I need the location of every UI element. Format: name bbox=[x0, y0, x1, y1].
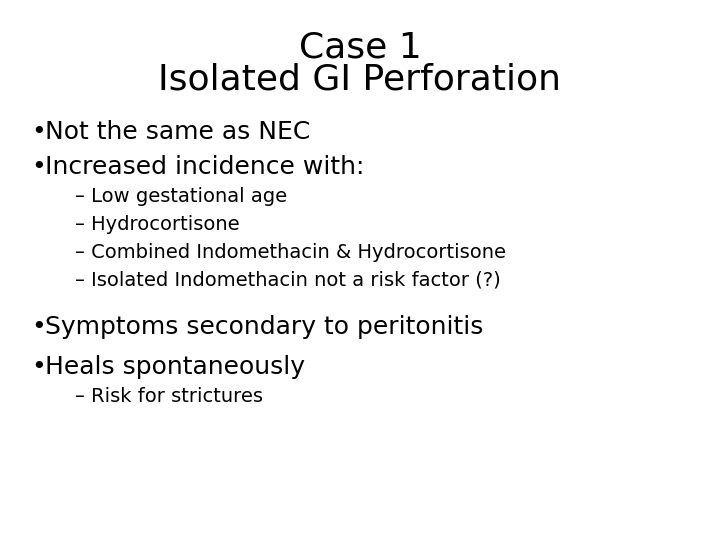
Text: – Low gestational age: – Low gestational age bbox=[75, 187, 287, 206]
Text: Isolated GI Perforation: Isolated GI Perforation bbox=[158, 62, 562, 96]
Text: – Isolated Indomethacin not a risk factor (?): – Isolated Indomethacin not a risk facto… bbox=[75, 271, 500, 290]
Text: Increased incidence with:: Increased incidence with: bbox=[45, 155, 364, 179]
Text: Case 1: Case 1 bbox=[299, 30, 421, 64]
Text: •: • bbox=[31, 355, 46, 379]
Text: •: • bbox=[31, 120, 46, 144]
Text: – Risk for strictures: – Risk for strictures bbox=[75, 387, 263, 406]
Text: Not the same as NEC: Not the same as NEC bbox=[45, 120, 310, 144]
Text: – Combined Indomethacin & Hydrocortisone: – Combined Indomethacin & Hydrocortisone bbox=[75, 243, 506, 262]
Text: Heals spontaneously: Heals spontaneously bbox=[45, 355, 305, 379]
Text: •: • bbox=[31, 315, 46, 339]
Text: •: • bbox=[31, 155, 46, 179]
Text: – Hydrocortisone: – Hydrocortisone bbox=[75, 215, 240, 234]
Text: Symptoms secondary to peritonitis: Symptoms secondary to peritonitis bbox=[45, 315, 483, 339]
